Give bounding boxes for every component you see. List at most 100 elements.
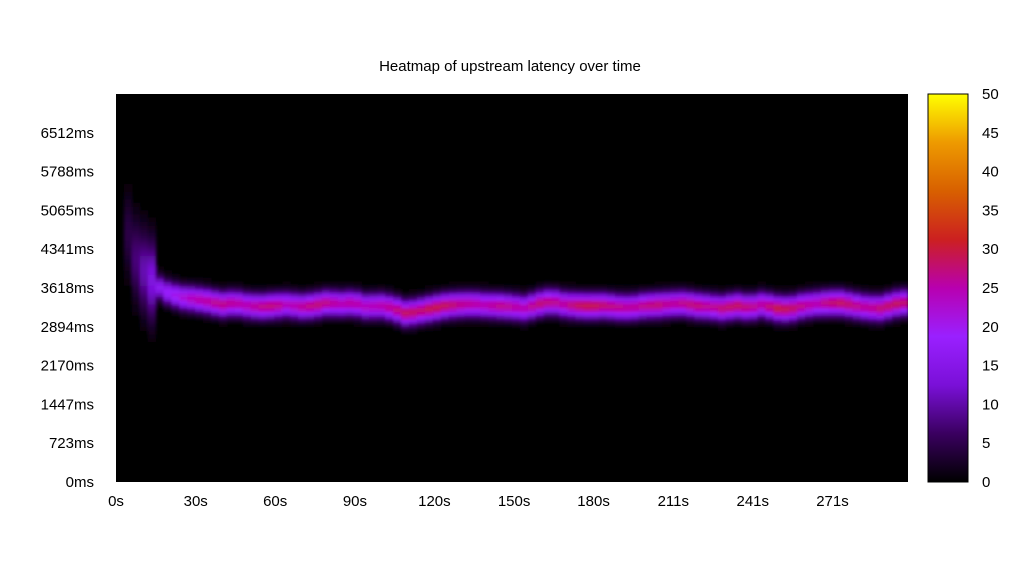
heatmap-cell [377, 315, 386, 320]
heatmap-cell [781, 311, 790, 316]
heatmap-cell [551, 292, 561, 298]
heatmap-cell [678, 315, 687, 320]
heatmap-cell [797, 307, 806, 313]
heatmap-cell [337, 281, 347, 286]
heatmap-cell [195, 300, 204, 305]
heatmap-cell [203, 292, 212, 298]
heatmap-cell [662, 300, 671, 305]
heatmap-cell [654, 307, 664, 313]
heatmap-cell [377, 303, 386, 309]
heatmap-cell [409, 322, 418, 328]
heatmap-cell [512, 296, 521, 301]
heatmap-cell [472, 311, 481, 316]
heatmap-cell [329, 288, 339, 294]
heatmap-cell [860, 285, 869, 290]
heatmap-cell [298, 303, 307, 309]
heatmap-cell [361, 296, 371, 301]
heatmap-cell [559, 285, 569, 290]
heatmap-cell [401, 311, 410, 316]
heatmap-cell [527, 315, 537, 320]
heatmap-cell [337, 311, 347, 316]
heatmap-cell [551, 307, 561, 313]
heatmap-cell [456, 311, 466, 316]
heatmap-cell [456, 300, 466, 305]
heatmap-cell [203, 277, 212, 283]
heatmap-cell [583, 318, 592, 324]
heatmap-cell [416, 315, 426, 320]
heatmap-cell [543, 281, 553, 286]
heatmap-cell [306, 318, 315, 324]
heatmap-cell [805, 322, 814, 328]
heatmap-cell [480, 322, 489, 328]
heatmap-cell [353, 322, 363, 328]
colorbar [927, 93, 969, 483]
heatmap-cell [686, 307, 695, 313]
heatmap-cell [385, 307, 394, 313]
heatmap-cell [654, 281, 664, 286]
heatmap-cell [828, 315, 838, 320]
heatmap-cell [519, 311, 529, 316]
heatmap-cell [884, 311, 893, 316]
heatmap-cell [733, 318, 743, 324]
heatmap-cell [567, 311, 576, 316]
heatmap-cell [583, 292, 592, 298]
heatmap-cell [361, 322, 371, 328]
heatmap-cell [306, 285, 315, 290]
heatmap-cell [456, 318, 466, 324]
heatmap-cell [844, 288, 854, 294]
heatmap-cell [646, 296, 656, 301]
heatmap-cell [290, 322, 299, 328]
heatmap-cell [218, 296, 228, 301]
heatmap-cell [884, 300, 893, 305]
heatmap-cell [567, 318, 576, 324]
heatmap-cell [638, 318, 648, 324]
heatmap-cell [123, 281, 133, 286]
heatmap-cell [717, 307, 727, 313]
heatmap-cell [876, 292, 885, 298]
heatmap-cell [757, 318, 767, 324]
heatmap-cell [306, 307, 315, 313]
heatmap-cell [805, 300, 814, 305]
heatmap-cell [139, 255, 149, 260]
heatmap-cell [773, 292, 782, 298]
heatmap-cell [535, 292, 545, 298]
heatmap-cell [884, 315, 893, 320]
heatmap-cell [401, 330, 410, 335]
heatmap-cell [820, 292, 830, 298]
heatmap-cell [195, 292, 204, 298]
heatmap-cell [282, 311, 291, 316]
heatmap-cell [147, 255, 157, 260]
heatmap-cell [329, 292, 339, 298]
heatmap-cell [646, 311, 656, 316]
heatmap-cell [812, 315, 822, 320]
heatmap-cell [448, 322, 458, 328]
heatmap-cell [211, 303, 220, 309]
heatmap-cell [884, 296, 893, 301]
heatmap-cell [282, 315, 291, 320]
heatmap-cell [496, 322, 505, 328]
heatmap-cell [282, 296, 291, 301]
y-tick-label: 5065ms [41, 202, 94, 219]
x-tick-label: 241s [737, 493, 770, 510]
heatmap-cell [171, 311, 180, 316]
heatmap-cell [131, 217, 141, 223]
heatmap-cell [464, 322, 473, 328]
heatmap-cell [599, 307, 608, 313]
heatmap-cell [765, 303, 774, 309]
heatmap-cell [638, 292, 648, 298]
heatmap-cell [385, 315, 394, 320]
heatmap-cell [409, 292, 418, 298]
heatmap-cell [797, 318, 806, 324]
heatmap-cell [575, 300, 584, 305]
heatmap-cell [401, 315, 410, 320]
heatmap-cell [290, 300, 299, 305]
heatmap-cell [266, 303, 275, 309]
heatmap-cell [488, 288, 497, 294]
heatmap-cell [773, 311, 782, 316]
heatmap-cell [678, 281, 687, 286]
heatmap-cell [805, 311, 814, 316]
heatmap-cell [123, 221, 133, 226]
heatmap-cell [147, 266, 157, 271]
heatmap-cell [702, 300, 711, 305]
